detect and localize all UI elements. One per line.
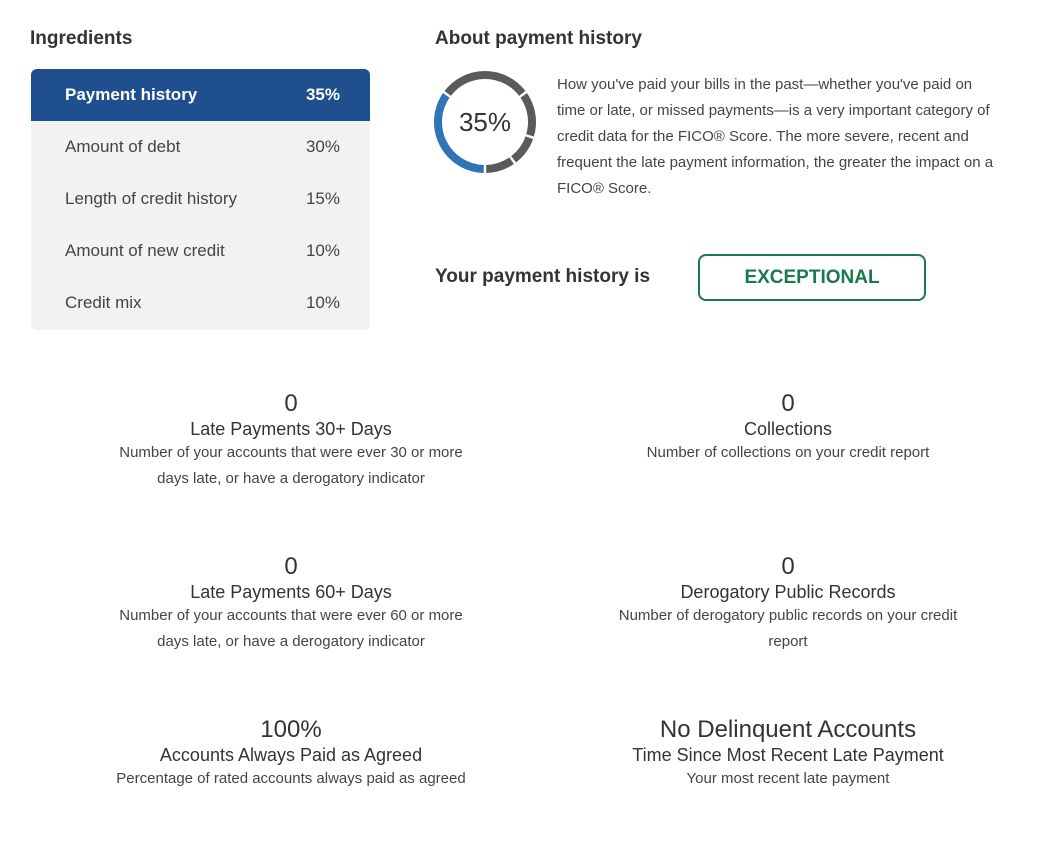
ingredient-value: 30% (305, 137, 340, 156)
stat-title: Accounts Always Paid as Agreed (159, 745, 423, 765)
stat-title: Collections (743, 419, 833, 439)
stat-title: Late Payments 60+ Days (190, 582, 392, 602)
stat-collections: 0 Collections Number of collections on you… (608, 390, 968, 466)
stat-desc: Number of your accounts that were ever 6… (119, 607, 463, 650)
donut-label: 35% (458, 106, 512, 137)
ingredient-credit-mix[interactable]: Credit mix 10% (31, 277, 370, 329)
ingredient-value: 10% (305, 293, 340, 312)
stat-public-records: 0 Derogatory Public Records Number of dero… (608, 553, 968, 655)
stat-desc: Number of derogatory public records on y… (618, 607, 958, 650)
verdict-badge: EXCEPTIONAL (698, 254, 926, 301)
stat-value: 0 (284, 390, 298, 417)
about-title: About payment history (435, 28, 642, 49)
verdict-label: Your payment history is (435, 266, 651, 287)
ingredients-list: Payment history 35% Amount of debt 30% Len… (31, 69, 370, 330)
ingredient-label: Length of credit history (65, 189, 237, 208)
donut-chart (434, 71, 536, 173)
stat-value: 0 (781, 553, 795, 580)
stat-title: Time Since Most Recent Late Payment (632, 745, 944, 765)
ingredient-amount-of-debt[interactable]: Amount of debt 30% (31, 121, 370, 173)
ingredient-payment-history[interactable]: Payment history 35% (31, 69, 370, 121)
donut-segment-1 (444, 71, 526, 96)
donut-segment-0 (434, 93, 485, 173)
stat-desc: Percentage of rated accounts always paid… (116, 770, 466, 787)
stat-value: 0 (284, 553, 298, 580)
stat-title: Late Payments 30+ Days (190, 419, 392, 439)
ingredient-label: Amount of debt (65, 137, 181, 156)
ingredient-length-of-credit-history[interactable]: Length of credit history 15% (31, 173, 370, 225)
stat-title: Derogatory Public Records (680, 582, 896, 602)
ingredient-value: 10% (305, 241, 340, 260)
stat-paid-as-agreed: 100% Accounts Always Paid as Agreed Percen… (111, 716, 471, 792)
donut-segment-3 (511, 136, 534, 163)
stat-value: 100% (260, 716, 322, 743)
stat-desc: Number of collections on your credit rep… (646, 444, 930, 461)
ingredient-label: Credit mix (65, 293, 142, 312)
donut-segment-2 (520, 93, 536, 137)
stat-value: No Delinquent Accounts (659, 716, 917, 743)
stat-desc: Your most recent late payment (686, 770, 890, 787)
stat-recent-late: No Delinquent Accounts Time Since Most Re… (608, 716, 968, 792)
stat-late-60: 0 Late Payments 60+ Days Number of your ac… (111, 553, 471, 655)
ingredient-value: 35% (305, 85, 340, 104)
ingredients-title: Ingredients (30, 28, 133, 49)
about-description: How you've paid your bills in the past—w… (557, 76, 994, 197)
stat-value: 0 (781, 390, 795, 417)
ingredient-label: Amount of new credit (65, 241, 225, 260)
ingredient-label: Payment history (65, 85, 198, 104)
stat-late-30: 0 Late Payments 30+ Days Number of your ac… (111, 390, 471, 492)
ingredient-amount-of-new-credit[interactable]: Amount of new credit 10% (31, 225, 370, 277)
ingredient-value: 15% (305, 189, 340, 208)
donut-segment-4 (485, 157, 514, 173)
stat-desc: Number of your accounts that were ever 3… (119, 444, 463, 487)
